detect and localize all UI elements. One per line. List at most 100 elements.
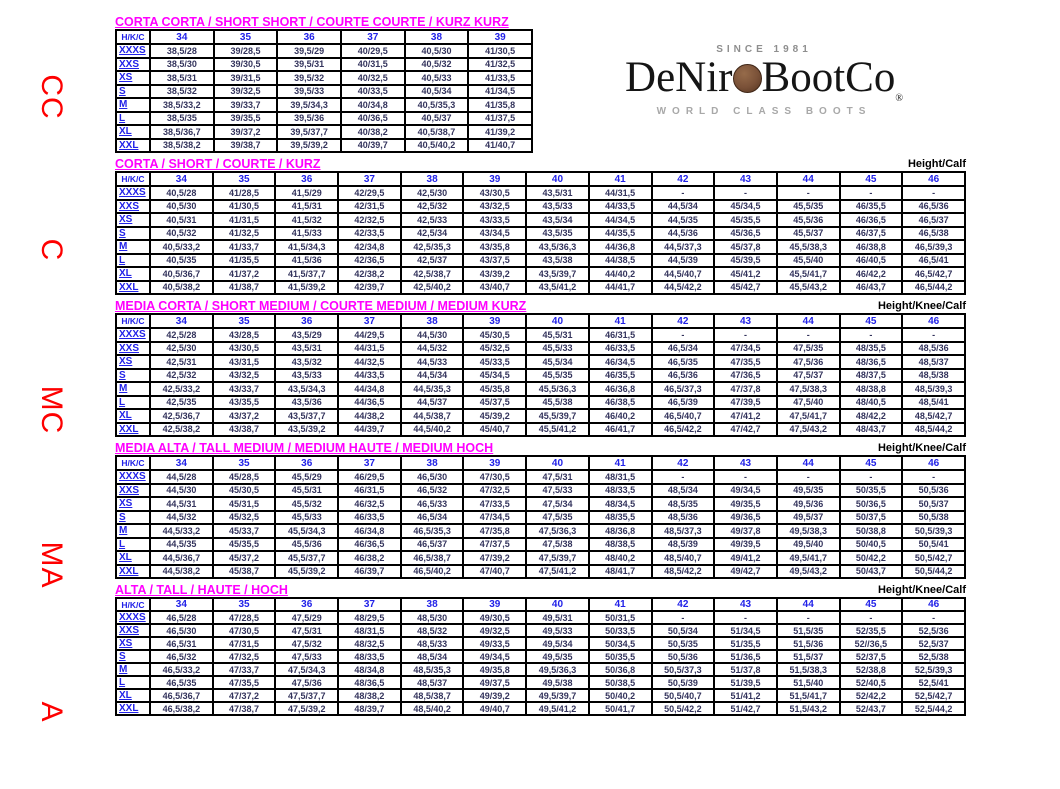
- size-cell: 46/36,5: [337, 536, 402, 552]
- size-cell: 45,5/29: [274, 469, 340, 485]
- size-cell: 45,5/32: [274, 496, 340, 512]
- size-cell: 42/34,8: [337, 239, 402, 255]
- row-label: M: [115, 239, 151, 255]
- size-cell: 46,5/30: [149, 623, 214, 638]
- size-cell: 40/34,8: [339, 97, 406, 113]
- size-cell: 43/37,5: [462, 252, 528, 268]
- size-cell: 48,5/39: [650, 536, 716, 552]
- size-column-header: 36: [274, 455, 340, 471]
- size-column-header: 40: [525, 171, 590, 187]
- row-label: M: [115, 523, 151, 539]
- table-row: M 38,5/33,2 39/33,7 39,5/34,3 40/34,8 40,5/35…: [115, 97, 533, 113]
- size-cell: 46/31,5: [337, 482, 402, 498]
- size-cell: 41/37,2: [211, 266, 277, 282]
- table-row: L 40,5/35 41/35,5 41,5/36 42/36,5 42,5/37 43/3…: [115, 252, 966, 268]
- table-row: XXXS 46,5/28 47/28,5 47,5/29 48/29,5 48,5/30 4…: [115, 610, 966, 625]
- size-column-header: 38: [399, 455, 465, 471]
- size-column-header: 35: [211, 171, 277, 187]
- size-cell: 49/40,7: [462, 701, 528, 716]
- size-cell: 45/40,7: [462, 421, 528, 437]
- size-cell: 46,5/41: [901, 252, 966, 268]
- size-cell: -: [838, 469, 904, 485]
- section-label-cc: CC: [35, 74, 68, 120]
- size-column-header: 41: [587, 597, 653, 612]
- size-cell: 47/30,5: [211, 623, 277, 638]
- size-cell: 47/37,5: [462, 536, 528, 552]
- height-label: Height/Knee/Calf: [877, 300, 966, 312]
- size-cell: 45/33,7: [211, 523, 277, 539]
- size-cell: 39,5/33: [276, 83, 342, 99]
- size-cell: 50,5/41: [901, 536, 966, 552]
- table-row: XXL 40,5/38,2 41/38,7 41,5/39,2 42/39,7 42,5/…: [115, 279, 966, 295]
- table-header-line: MEDIA CORTA / SHORT MEDIUM / COURTE MEDI…: [115, 298, 966, 312]
- size-cell: 47/28,5: [211, 610, 277, 625]
- size-cell: 41,5/39,2: [274, 279, 340, 295]
- size-cell: 48,5/34: [399, 649, 465, 664]
- size-cell: 50/33,5: [587, 623, 653, 638]
- size-cell: 39/38,7: [212, 137, 279, 153]
- size-cell: 46/29,5: [337, 469, 402, 485]
- size-cell: 50/35,5: [838, 482, 904, 498]
- size-cell: 49,5/37: [775, 509, 841, 525]
- size-cell: 39,5/29: [276, 43, 342, 59]
- size-cell: 39/33,7: [212, 97, 279, 113]
- table-row: XXS 44,5/30 45/30,5 45,5/31 46/31,5 46,5/32 47…: [115, 482, 966, 498]
- size-cell: 49,5/41,2: [525, 701, 590, 716]
- table-row: XXS 42,5/30 43/30,5 43,5/31 44/31,5 44,5/32 45…: [115, 340, 966, 356]
- size-cell: 42,5/34: [399, 225, 465, 241]
- size-cell: 46/34,5: [587, 354, 653, 370]
- size-cell: 52,5/42,7: [901, 688, 966, 703]
- row-label: XL: [115, 550, 151, 566]
- size-cell: 50,5/42,2: [650, 701, 716, 716]
- size-cell: 38,5/36,7: [149, 124, 215, 140]
- size-cell: 47/31,5: [211, 636, 277, 651]
- size-cell: 47,5/29: [274, 610, 340, 625]
- size-cell: 42,5/37: [399, 252, 465, 268]
- size-cell: 47/41,2: [713, 408, 778, 424]
- size-cell: 40/36,5: [339, 110, 406, 126]
- table-row: L 46,5/35 47/35,5 47,5/36 48/36,5 48,5/37 49/3…: [115, 675, 966, 690]
- size-cell: 44,5/31: [149, 496, 214, 512]
- size-cell: 38,5/30: [149, 56, 215, 72]
- size-cell: 45,5/43,2: [775, 279, 841, 295]
- size-cell: 44/41,7: [587, 279, 653, 295]
- size-cell: 45/38,7: [211, 563, 277, 579]
- size-cell: 47/33,5: [462, 496, 528, 512]
- size-cell: 44/34,5: [587, 212, 653, 228]
- size-cell: 48/31,5: [587, 469, 653, 485]
- row-label: XXXS: [115, 610, 151, 625]
- size-cell: 44,5/35: [650, 212, 716, 228]
- size-cell: 49/37,8: [713, 523, 778, 539]
- size-cell: 46/38,8: [838, 239, 904, 255]
- size-cell: 50/37,5: [838, 509, 904, 525]
- size-cell: 46,5/38,7: [399, 550, 465, 566]
- size-cell: 46/35,5: [838, 198, 904, 214]
- size-cell: 50,5/34: [650, 623, 716, 638]
- row-label: XXS: [115, 56, 151, 72]
- size-column-header: 44: [775, 455, 841, 471]
- size-cell: 48/34,5: [587, 496, 653, 512]
- size-cell: 49,5/43,2: [775, 563, 841, 579]
- row-label: XL: [115, 688, 151, 703]
- size-cell: 45/35,8: [462, 381, 528, 397]
- size-cell: 42/39,7: [337, 279, 402, 295]
- table-row: XXL 38,5/38,2 39/38,7 39,5/39,2 40/39,7 40,5/…: [115, 137, 533, 153]
- size-cell: 46,5/38: [901, 225, 966, 241]
- size-cell: 40,5/33: [403, 70, 470, 86]
- size-cell: 48/33,5: [337, 649, 402, 664]
- size-cell: 46/40,2: [587, 408, 653, 424]
- size-cell: 47,5/32: [274, 636, 340, 651]
- size-column-header: 40: [525, 313, 590, 329]
- size-column-header: 42: [650, 455, 716, 471]
- size-cell: 45,5/36: [775, 212, 841, 228]
- size-cell: 40/32,5: [339, 70, 406, 86]
- table-row: XXL 44,5/38,2 45/38,7 45,5/39,2 46/39,7 46,5/…: [115, 563, 966, 579]
- size-cell: 40,5/32: [403, 56, 470, 72]
- size-cell: 50/40,5: [838, 536, 904, 552]
- size-cell: 44,5/37: [399, 394, 465, 410]
- size-cell: 51/34,5: [713, 623, 778, 638]
- size-cell: 52,5/39,3: [901, 662, 966, 677]
- size-cell: 43,5/38: [525, 252, 590, 268]
- size-cell: 47,5/31: [274, 623, 340, 638]
- table-row: M 44,5/33,2 45/33,7 45,5/34,3 46/34,8 46,5/35…: [115, 523, 966, 539]
